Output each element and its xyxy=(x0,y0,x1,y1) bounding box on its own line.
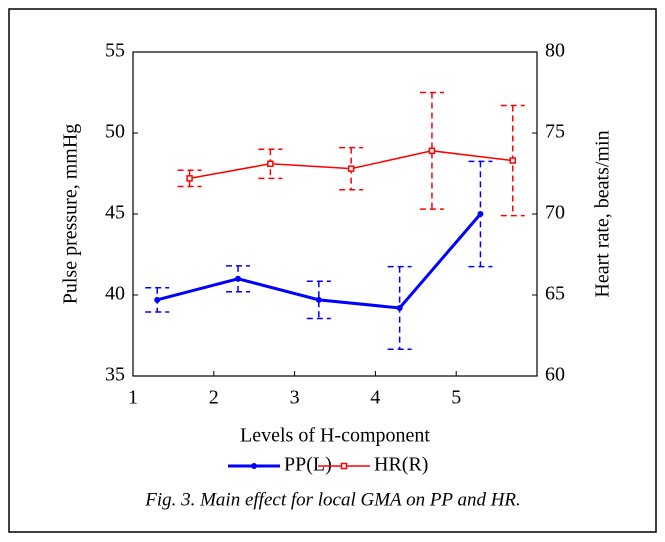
error-bar xyxy=(306,280,331,320)
y-tick-label: 55 xyxy=(105,40,125,62)
y-tick-label: 35 xyxy=(105,364,125,386)
point xyxy=(154,296,161,303)
x-axis-label: Levels of H-component xyxy=(240,425,430,447)
x-tick-label: 2 xyxy=(209,387,219,409)
plot-area xyxy=(132,51,538,377)
point xyxy=(509,157,517,164)
error-bar xyxy=(419,91,444,210)
legend-marker xyxy=(251,463,257,469)
point xyxy=(186,175,193,182)
legend-label: PP(L) xyxy=(284,454,332,476)
error-bar xyxy=(177,169,202,188)
point xyxy=(396,304,403,311)
legend-label: HR(R) xyxy=(374,454,428,476)
frame xyxy=(8,8,657,533)
point xyxy=(477,211,484,217)
x-tick-label: 1 xyxy=(128,387,138,409)
series-line xyxy=(189,150,513,180)
y2-axis-label: Heart rate, beats/min xyxy=(592,130,614,297)
y2-tick-label: 70 xyxy=(545,202,565,224)
y-tick-label: 40 xyxy=(105,283,125,305)
caption: Fig. 3. Main effect for local GMA on PP … xyxy=(144,489,521,510)
point xyxy=(315,296,322,303)
point xyxy=(428,147,436,155)
point xyxy=(235,275,242,282)
x-tick-label: 4 xyxy=(370,387,380,409)
y2-tick-label: 75 xyxy=(545,121,565,143)
y2-tick-label: 60 xyxy=(545,364,565,386)
y-tick-label: 45 xyxy=(105,202,125,224)
y-axis-label: Pulse pressure, mmHg xyxy=(60,124,82,305)
y2-tick-label: 80 xyxy=(545,40,565,62)
point xyxy=(347,165,355,172)
x-tick-label: 5 xyxy=(451,387,461,409)
y-tick-label: 50 xyxy=(105,121,125,143)
legend-marker xyxy=(340,462,348,470)
x-tick-label: 3 xyxy=(290,387,300,409)
y2-tick-label: 65 xyxy=(545,283,565,305)
point xyxy=(267,160,274,168)
